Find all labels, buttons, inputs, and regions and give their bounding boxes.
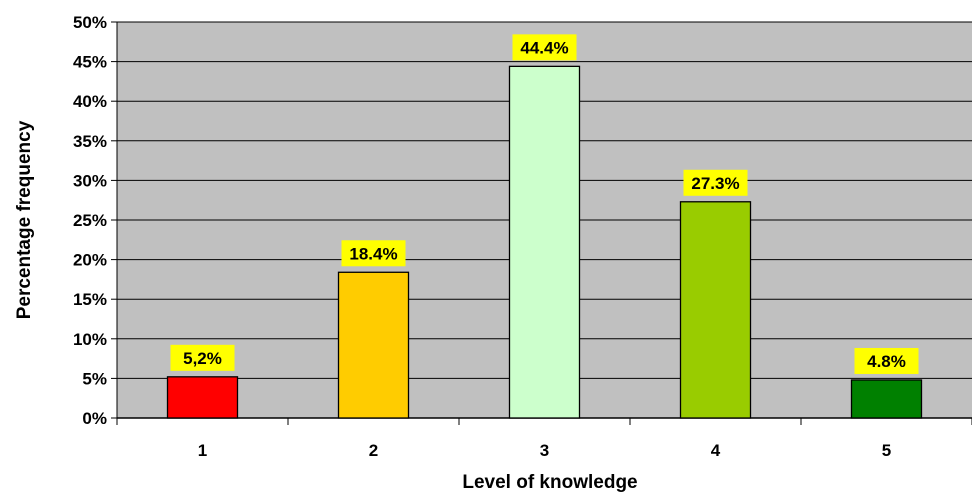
- y-tick-label: 45%: [73, 53, 107, 72]
- bar-5: [850, 379, 923, 419]
- x-tick-label: 2: [369, 441, 378, 460]
- x-tick-label: 5: [882, 441, 891, 460]
- x-tick-label: 3: [540, 441, 549, 460]
- x-tick-label: 1: [198, 441, 207, 460]
- bar-3: [508, 65, 581, 419]
- data-label: 5,2%: [183, 349, 222, 368]
- y-tick-label: 10%: [73, 330, 107, 349]
- data-label-background: [854, 347, 919, 374]
- data-label: 27.3%: [691, 174, 739, 193]
- data-label-background: [512, 34, 577, 61]
- data-label: 44.4%: [520, 38, 568, 57]
- y-tick-label: 5%: [82, 369, 107, 388]
- y-tick-label: 15%: [73, 290, 107, 309]
- x-axis-title: Level of knowledge: [462, 472, 637, 492]
- y-tick-label: 0%: [82, 409, 107, 428]
- bars: [166, 65, 923, 419]
- data-label-background: [341, 240, 406, 267]
- y-tick-label: 50%: [73, 13, 107, 32]
- bar-1: [166, 376, 239, 419]
- data-label-background: [170, 344, 235, 371]
- y-axis-title: Percentage frequency: [14, 120, 35, 319]
- y-tick-label: 25%: [73, 211, 107, 230]
- bar-4: [679, 201, 752, 419]
- data-label-background: [683, 169, 748, 196]
- data-label: 4.8%: [867, 352, 906, 371]
- x-tick-label: 4: [711, 441, 721, 460]
- bar-2: [337, 271, 410, 419]
- y-tick-label: 40%: [73, 92, 107, 111]
- y-tick-label: 30%: [73, 171, 107, 190]
- y-tick-label: 35%: [73, 132, 107, 151]
- y-tick-label: 20%: [73, 251, 107, 270]
- data-labels: 5,2% 18.4% 44.4% 27.3% 4.8%: [170, 34, 919, 374]
- data-label: 18.4%: [349, 244, 397, 263]
- axes: 0% 5% 10% 15% 20% 25% 30% 35% 40% 45% 50% 1 2 3 4 5: [73, 13, 972, 460]
